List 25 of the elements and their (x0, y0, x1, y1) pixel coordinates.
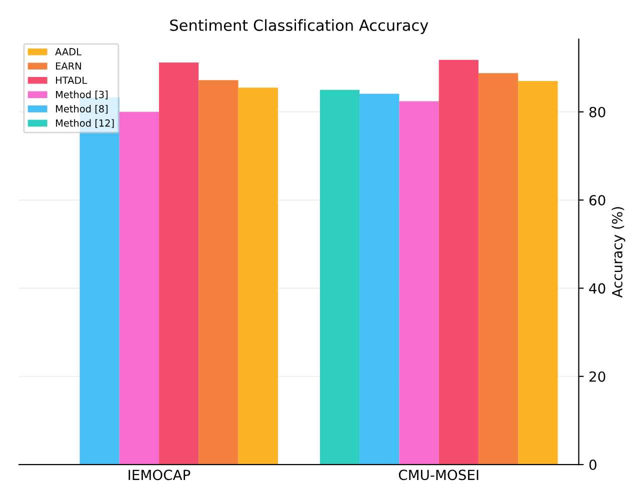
bar (399, 101, 439, 465)
chart-title: Sentiment Classification Accuracy (170, 19, 428, 34)
bar (320, 90, 360, 465)
bar (119, 112, 159, 465)
legend-label: Method [8] (56, 104, 108, 114)
legend-label: Method [12] (56, 119, 114, 128)
legend-label: Method [3] (56, 90, 108, 100)
y-tick-label: 80 (589, 106, 606, 118)
bar (518, 81, 558, 465)
y-tick-label: 20 (590, 371, 606, 382)
bar (438, 60, 478, 465)
y-tick-label: 0 (589, 460, 596, 470)
y-tick-label: 60 (589, 195, 606, 206)
legend-label: AADL (55, 48, 82, 56)
bar (198, 80, 238, 465)
bar (478, 73, 518, 465)
y-axis-title: Accuracy (%) (612, 207, 626, 298)
x-tick-label: IEMOCAP (128, 470, 190, 480)
legend-label: EARN (56, 62, 81, 70)
legend-label: HTADL (56, 76, 88, 84)
bar (360, 94, 400, 465)
bar (238, 88, 278, 465)
y-tick-label: 40 (589, 283, 606, 294)
bar (159, 62, 199, 465)
x-tick-label: CMU-MOSEI (398, 470, 478, 480)
